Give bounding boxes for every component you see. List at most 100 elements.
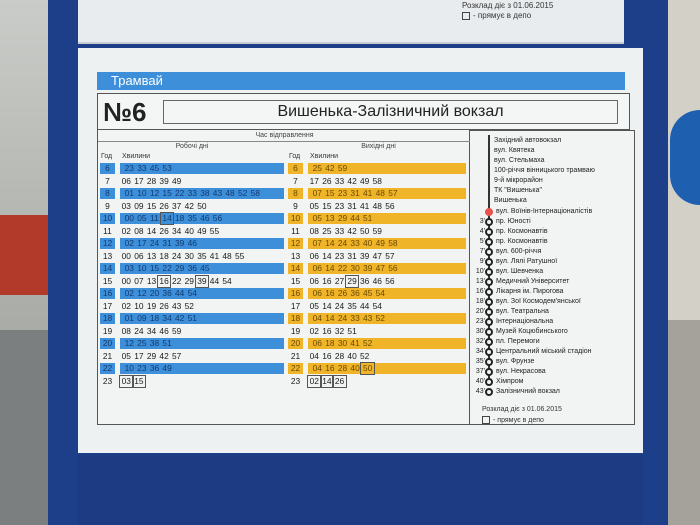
- hour-cell: 23: [102, 375, 113, 386]
- minute-value: 15: [162, 188, 172, 198]
- stop-name: вул. Шевченка: [496, 268, 544, 275]
- minute-value: 51: [347, 325, 357, 336]
- minute-value: 59: [337, 163, 348, 173]
- stop-time: 9': [479, 258, 485, 265]
- minute-value: 05: [312, 213, 322, 223]
- minutes-cell: 25 42 59: [308, 163, 466, 174]
- hour-cell: 9: [293, 200, 298, 211]
- minute-value: 22: [172, 275, 182, 286]
- minute-value: 22: [175, 188, 185, 198]
- minute-value: 40: [363, 238, 373, 248]
- hour-cell: 9: [105, 200, 110, 211]
- minute-value: 04: [312, 363, 322, 373]
- stop-name: вул. Лялі Ратушної: [496, 258, 558, 265]
- hour-cell: 19: [102, 325, 113, 336]
- minute-value: 54: [187, 288, 197, 298]
- minute-value: 56: [385, 275, 395, 286]
- minute-value: 48: [225, 188, 235, 198]
- route-sign-icon: [670, 110, 700, 205]
- minute-value: 49: [360, 175, 370, 186]
- minute-value: 33: [187, 188, 197, 198]
- hour-cell: 16: [288, 288, 303, 299]
- minute-value: 50: [360, 225, 370, 236]
- minute-value: 14: [325, 263, 335, 273]
- minute-value: 35: [187, 213, 197, 223]
- stop-time: 23': [475, 318, 485, 325]
- hour-cell: 6: [288, 163, 303, 174]
- hour-cell: 7: [293, 175, 298, 186]
- minute-value: 26: [337, 288, 348, 298]
- stop-time: 13': [475, 278, 485, 285]
- minute-value: 00: [121, 275, 131, 286]
- table-row: 11 02 08 14 26 34 40 49 55: [98, 225, 286, 238]
- background-street: [0, 330, 48, 525]
- minute-value: 29: [344, 274, 360, 288]
- minute-value: 02: [121, 225, 131, 236]
- table-row: 19 08 24 34 46 59: [98, 325, 286, 338]
- minutes-cell: 23 33 45 53: [120, 163, 284, 174]
- minutes-cell: 02 14 26: [307, 374, 347, 388]
- hour-cell: 12: [288, 238, 303, 249]
- stop-marker-icon: [485, 288, 493, 296]
- minute-value: 33: [334, 225, 345, 236]
- minutes-cell: 02 17 24 31 39 46: [120, 238, 284, 249]
- minutes-cell: 06 18 30 41 52: [308, 338, 466, 349]
- minutes-cell: 05 13 29 44 51: [308, 213, 466, 224]
- table-row: 10 00 05 11 14 18 35 46 56: [98, 212, 286, 225]
- hour-cell: 22: [100, 363, 115, 374]
- minute-value: 16: [322, 275, 332, 286]
- minutes-cell: 06 14 23 31 39 47 57: [308, 251, 396, 262]
- minutes-cell: 00 06 13 18 24 30 35 41 48 55: [120, 251, 246, 262]
- minute-value: 28: [146, 175, 157, 186]
- minute-value: 39: [363, 263, 373, 273]
- table-row: 6 23 33 45 53: [98, 162, 286, 175]
- hour-cell: 10: [288, 213, 303, 224]
- minute-value: 14: [322, 300, 332, 311]
- minutes-cell: 01 10 12 15 22 33 38 43 48 52 58: [120, 188, 284, 199]
- stop-time: 4': [479, 228, 485, 235]
- table-row: 22 10 23 36 49: [98, 362, 286, 375]
- board-bottom: [78, 455, 643, 525]
- hour-cell: 21: [290, 350, 301, 361]
- minute-value: 36: [162, 288, 172, 298]
- minute-value: 45: [200, 263, 210, 273]
- minute-value: 42: [184, 200, 194, 211]
- stop-name: Інтернаціональна: [496, 318, 554, 325]
- minute-value: 46: [372, 275, 382, 286]
- minutes-cell: 03 15: [119, 374, 147, 388]
- minute-value: 44: [350, 213, 360, 223]
- table-row: 8 01 10 12 15 22 33 38 43 48 52 58: [98, 187, 286, 200]
- minute-value: 14: [319, 374, 335, 388]
- minute-value: 35: [347, 300, 357, 311]
- stop-name: пр. Космонавтів: [496, 228, 548, 235]
- minutes-cell: 03 09 15 26 37 42 50: [120, 201, 208, 212]
- stop-name: вул. Воїнів-Інтернаціоналістів: [496, 208, 593, 215]
- table-row: 17 02 10 19 26 43 52: [98, 300, 286, 313]
- minute-value: 46: [200, 213, 210, 223]
- route-header: №6 Вишенька-Залізничний вокзал: [97, 93, 630, 130]
- minute-value: 48: [222, 250, 232, 261]
- table-row: 14 03 10 15 22 29 36 45: [98, 262, 286, 275]
- minute-value: 26: [322, 175, 332, 186]
- minute-value: 02: [121, 300, 131, 311]
- minute-value: 31: [350, 188, 360, 198]
- table-row: 14 06 14 22 30 39 47 56: [286, 262, 468, 275]
- minute-value: 42: [347, 225, 357, 236]
- minute-value: 14: [325, 313, 335, 323]
- minute-value: 16: [325, 363, 335, 373]
- minute-value: 49: [172, 175, 182, 186]
- minute-value: 03: [121, 200, 131, 211]
- minute-value: 26: [332, 374, 347, 388]
- stop-marker-icon: [485, 228, 493, 236]
- minute-value: 33: [334, 175, 345, 186]
- minute-value: 15: [149, 263, 160, 273]
- minute-value: 46: [159, 325, 169, 336]
- minute-value: 26: [159, 225, 169, 236]
- table-row: 20 12 25 38 51: [98, 337, 286, 350]
- hour-cell: 8: [100, 188, 115, 199]
- minute-value: 25: [312, 163, 322, 173]
- hour-cell: 20: [100, 338, 115, 349]
- background-sidewalk: [664, 320, 700, 525]
- minute-value: 34: [162, 313, 172, 323]
- minute-value: 58: [250, 188, 260, 198]
